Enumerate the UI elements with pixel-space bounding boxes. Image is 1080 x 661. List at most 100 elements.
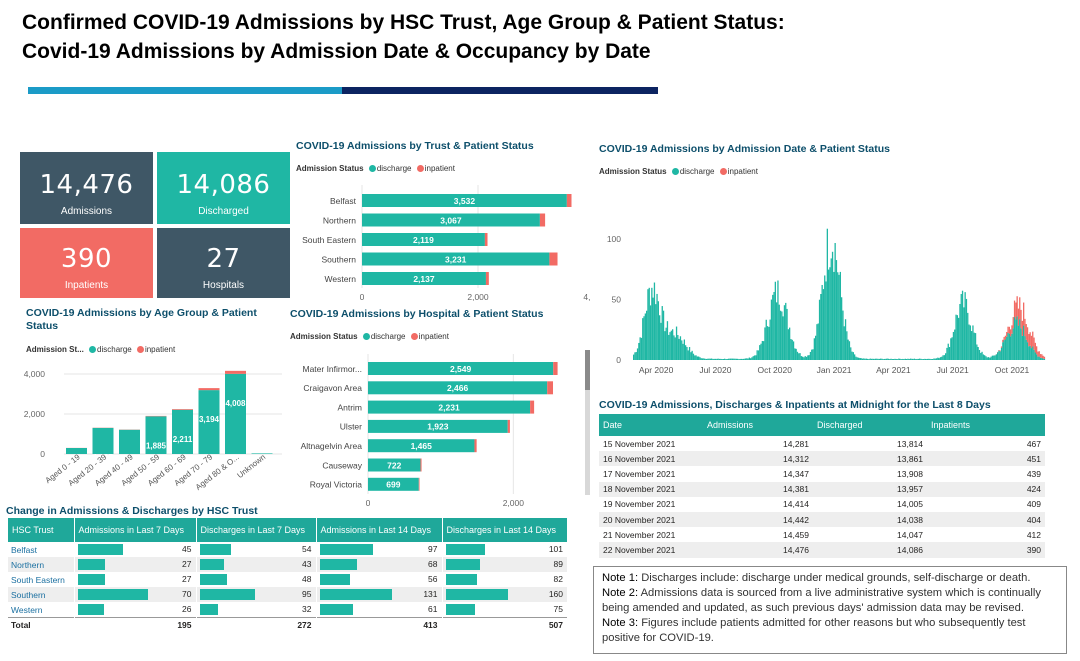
y-tick-label: 4,000 — [24, 369, 46, 379]
bar-discharge — [852, 352, 854, 360]
trust-chart[interactable]: 0 2,000 4,000 Belfast 3,532 Northern 3,067 Sout… — [290, 185, 590, 310]
bar-discharge — [703, 358, 705, 360]
value-cell: 43 — [196, 557, 317, 572]
table-row[interactable]: South Eastern 27 48 56 82 — [8, 572, 568, 587]
bar-discharge — [1026, 342, 1029, 360]
bar-discharge — [633, 354, 635, 360]
bar-value-label: 2,549 — [450, 364, 472, 374]
hospitals-card[interactable]: 27 Hospitals — [157, 228, 290, 298]
cell-value: 56 — [428, 574, 438, 584]
column-header-inpatients[interactable]: Inpatients — [927, 414, 1045, 436]
bar-discharge — [911, 358, 913, 360]
x-tick-label: 4,000 — [583, 292, 590, 302]
scrollbar-thumb[interactable] — [585, 350, 590, 390]
bar-discharge — [673, 335, 675, 360]
bar-discharge — [765, 319, 767, 360]
column-header-discharges-14[interactable]: Discharges in Last 14 Days — [442, 518, 568, 542]
table-row[interactable]: Western 26 32 61 75 — [8, 602, 568, 618]
bar-discharge — [713, 358, 715, 360]
bar-discharge — [874, 358, 877, 360]
table-row[interactable]: 16 November 2021 14,312 13,861 451 — [599, 451, 1045, 467]
legend-discharge[interactable]: discharge — [370, 332, 406, 341]
bar-discharge — [928, 358, 930, 360]
bar-discharge — [934, 358, 936, 360]
bar-discharge — [789, 327, 791, 360]
bar-inpatient — [1020, 309, 1022, 329]
inpatients-card[interactable]: 390 Inpatients — [20, 228, 153, 298]
bar-discharge — [683, 339, 685, 360]
hospital-chart[interactable]: 0 2,000 Mater Infirmor... 2,549 Craigavon Ar… — [290, 354, 582, 514]
table-row[interactable]: 19 November 2021 14,414 14,005 409 — [599, 497, 1045, 512]
legend-inpatient[interactable]: inpatient — [144, 345, 176, 354]
scrollbar[interactable] — [585, 350, 590, 495]
column-header-discharged[interactable]: Discharged — [813, 414, 927, 436]
table-row[interactable]: 21 November 2021 14,459 14,047 412 — [599, 527, 1045, 542]
bar-discharge — [829, 267, 831, 360]
table-row[interactable]: Belfast 45 54 97 101 — [8, 542, 568, 557]
table-row[interactable]: 17 November 2021 14,347 13,908 439 — [599, 466, 1045, 481]
bar-inpatient — [1013, 300, 1016, 318]
table-row[interactable]: 18 November 2021 14,381 13,957 424 — [599, 481, 1045, 497]
bar-discharge — [1008, 333, 1010, 360]
bar-discharge — [842, 310, 844, 360]
bar-discharge — [974, 333, 977, 360]
legend-discharge[interactable]: discharge — [97, 345, 132, 354]
bar-discharge — [746, 358, 748, 360]
bar-discharge — [642, 318, 644, 360]
page-title-line-2: Covid-19 Admissions by Admission Date & … — [22, 40, 651, 63]
bar-discharge — [717, 358, 719, 360]
discharged-card[interactable]: 14,086 Discharged — [157, 152, 290, 224]
bar-discharge — [935, 358, 938, 360]
legend-inpatient[interactable]: inpatient — [418, 332, 449, 341]
legend-inpatient[interactable]: inpatient — [424, 164, 455, 173]
bar-discharge — [685, 345, 687, 360]
bar-inpatient — [1037, 351, 1039, 357]
weekly-table-title: Change in Admissions & Discharges by HSC… — [6, 505, 258, 517]
bar-discharge — [368, 419, 508, 433]
legend-discharge[interactable]: discharge — [679, 167, 715, 176]
table-row[interactable]: Northern 27 43 68 89 — [8, 557, 568, 572]
bar-discharge — [920, 358, 922, 360]
bar-discharge — [368, 400, 531, 414]
x-tick-label: Apr 2020 — [639, 365, 674, 375]
bar-discharge — [863, 358, 865, 360]
note-2: Note 2: Admissions data is sourced from … — [602, 587, 1041, 614]
legend-discharge[interactable]: discharge — [376, 164, 412, 173]
bar-inpatient — [566, 194, 572, 207]
bar-discharge — [755, 355, 757, 360]
value-cell: 70 — [74, 587, 197, 602]
column-header-date[interactable]: Date — [599, 414, 703, 436]
data-bar — [77, 544, 123, 555]
bar-value-label: 3,532 — [454, 196, 476, 206]
column-header-admissions-7[interactable]: Admissions in Last 7 Days — [74, 518, 197, 542]
column-header-admissions-14[interactable]: Admissions in Last 14 Days — [316, 518, 443, 542]
admissions-card[interactable]: 14,476 Admissions — [20, 152, 153, 224]
date-chart[interactable]: 0 50 100 Apr 2020 Jul 2020 Oct 2020 Jan 2021 Ap… — [595, 190, 1065, 380]
cell-value: 32 — [302, 604, 312, 614]
cell-value: 43 — [302, 559, 312, 569]
bar-discharge — [688, 347, 691, 360]
bar-discharge — [860, 358, 862, 360]
bar-inpatient — [1019, 297, 1021, 320]
bar-discharge — [698, 356, 700, 360]
value-cell: 13,908 — [897, 468, 923, 479]
column-header-discharges-7[interactable]: Discharges in Last 7 Days — [196, 518, 317, 542]
column-header-admissions[interactable]: Admissions — [703, 414, 813, 436]
bar-discharge — [145, 416, 167, 454]
table-row[interactable]: 15 November 2021 14,281 13,814 467 — [599, 436, 1045, 451]
date-cell: 19 November 2021 — [603, 499, 676, 510]
table-row[interactable]: Southern 70 95 131 160 — [8, 587, 568, 602]
table-row[interactable]: 22 November 2021 14,476 14,086 390 — [599, 542, 1045, 558]
legend-inpatient[interactable]: inpatient — [727, 167, 758, 176]
cell-value: 27 — [182, 574, 192, 584]
data-bar — [77, 604, 104, 615]
value-cell: 14,414 — [783, 499, 809, 510]
column-header-hsc-trust[interactable]: HSC Trust — [8, 518, 75, 542]
table-row[interactable]: 20 November 2021 14,442 14,038 404 — [599, 511, 1045, 528]
bar-discharge — [735, 358, 737, 360]
bar-discharge — [899, 358, 901, 360]
bar-discharge — [739, 358, 741, 360]
bar-discharge — [638, 342, 640, 360]
bar-discharge — [1037, 356, 1039, 360]
